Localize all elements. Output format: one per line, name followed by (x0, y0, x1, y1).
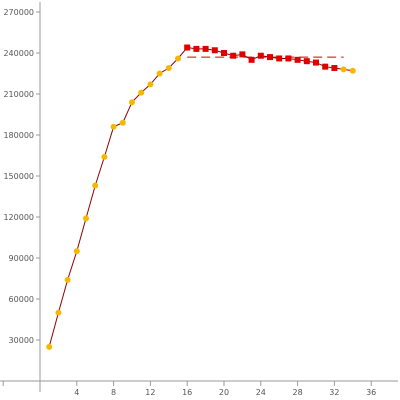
data-point (83, 215, 89, 222)
y-tick-label: 30000 (9, 336, 34, 345)
data-point (156, 70, 163, 77)
data-point (276, 55, 283, 62)
data-point (165, 65, 172, 72)
tick-labels: 30000 60000 90000 120000 150000 180000 210000 2… (3, 8, 376, 397)
y-tick-label: 270000 (3, 8, 34, 17)
data-point (257, 52, 264, 59)
data-point (202, 45, 209, 52)
data-point (129, 99, 135, 106)
x-tick-label: 28 (293, 388, 303, 397)
data-point (340, 66, 347, 73)
data-point (294, 56, 301, 63)
y-tick-label: 150000 (3, 172, 34, 181)
data-point (322, 63, 329, 70)
x-tick-label: 36 (366, 388, 376, 397)
y-tick-label: 180000 (3, 131, 34, 140)
y-tick-label: 120000 (3, 213, 34, 222)
data-point (119, 119, 126, 126)
x-tick-label: 16 (182, 388, 192, 397)
data-point (147, 81, 154, 88)
data-point (248, 56, 255, 63)
y-tick-label: 90000 (9, 254, 34, 263)
data-point (101, 153, 108, 160)
data-point (64, 276, 71, 283)
data-point (73, 248, 80, 255)
data-point (55, 309, 62, 316)
data-point (267, 54, 273, 61)
data-point (285, 55, 292, 62)
data-point (92, 182, 99, 189)
axes (0, 2, 398, 392)
data-point (193, 45, 200, 52)
y-tick-label: 210000 (3, 90, 34, 99)
y-tick-label: 60000 (9, 295, 34, 304)
data-point (221, 49, 227, 56)
data-point (331, 65, 338, 72)
data-point (239, 51, 246, 58)
data-point (110, 123, 117, 130)
series-line-layer (48, 46, 353, 347)
x-tick-label: 8 (111, 388, 116, 397)
data-point (313, 59, 319, 66)
data-point (184, 44, 191, 51)
data-point (230, 52, 237, 59)
data-point (46, 343, 53, 350)
series-line (48, 46, 353, 347)
x-tick-label: 4 (74, 388, 79, 397)
y-tick-label: 240000 (3, 49, 34, 58)
data-point (211, 47, 218, 54)
data-markers (46, 44, 356, 350)
x-tick-label: 12 (145, 388, 155, 397)
data-point (175, 55, 181, 62)
x-tick-label: 32 (329, 388, 339, 397)
x-tick-label: 24 (256, 388, 266, 397)
data-point (138, 89, 145, 96)
data-point (303, 58, 310, 65)
data-point (349, 67, 356, 74)
x-tick-label: 20 (219, 388, 229, 397)
